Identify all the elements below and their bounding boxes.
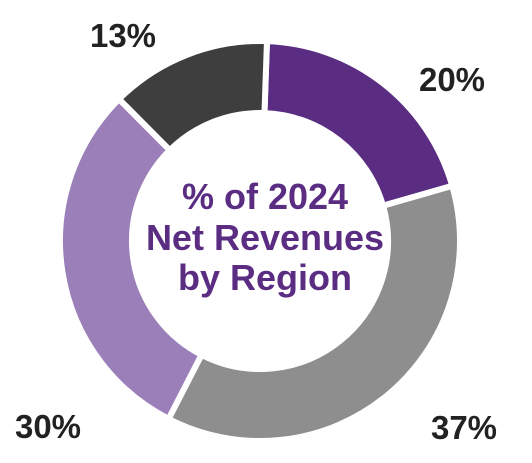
- donut-slice-3: [57, 94, 206, 423]
- slice-label-2: 37%: [431, 409, 497, 446]
- center-title-line-1: % of 2024: [182, 176, 348, 217]
- donut-slices: [57, 38, 463, 444]
- donut-slice-2: [164, 182, 463, 444]
- slice-label-4: 13%: [90, 17, 156, 54]
- slice-labels: 20% 37% 30% 13%: [15, 17, 497, 446]
- donut-slice-4: [114, 38, 271, 155]
- slice-label-3: 30%: [15, 408, 81, 445]
- center-title-line-3: by Region: [178, 257, 352, 298]
- center-title-line-2: Net Revenues: [146, 217, 384, 258]
- slice-label-1: 20%: [419, 61, 485, 98]
